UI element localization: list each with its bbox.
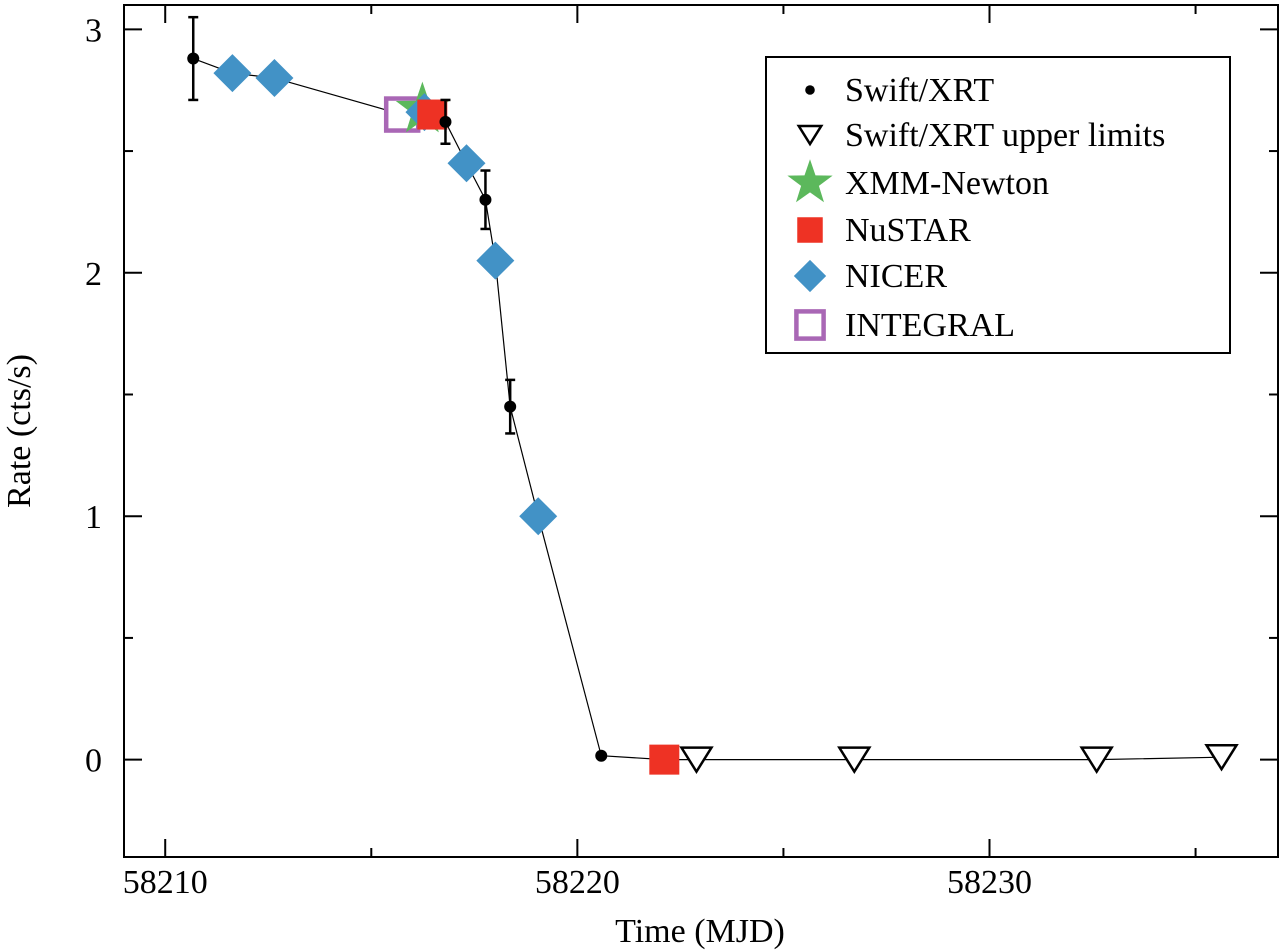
legend-box: [765, 56, 1231, 354]
legend-label-integral: INTEGRAL: [845, 307, 1015, 344]
y-axis-title: Rate (cts/s): [1, 354, 38, 508]
legend-marker-xmm-newton: [787, 159, 833, 203]
x-tick-label: 58220: [535, 864, 620, 901]
legend-label-swift-xrt-upper-limits: Swift/XRT upper limits: [845, 117, 1165, 154]
legend-marker-nustar: [797, 217, 823, 243]
nustar-point: [649, 744, 680, 775]
legend-marker-swift-xrt: [805, 85, 815, 95]
legend-label-swift-xrt: Swift/XRT: [845, 72, 994, 109]
swift-xrt-upper-limits-point: [1079, 746, 1114, 774]
swift-xrt-point: [439, 115, 452, 128]
nicer-point: [213, 54, 252, 93]
x-axis-title: Time (MJD): [615, 913, 785, 950]
legend-label-xmm-newton: XMM-Newton: [845, 165, 1049, 202]
swift-xrt-upper-limits-point: [1204, 743, 1239, 772]
x-tick-label: 58230: [947, 864, 1032, 901]
nicer-point: [255, 59, 294, 98]
y-tick-label: 0: [85, 743, 102, 780]
legend-label-nustar: NuSTAR: [845, 212, 971, 249]
y-tick-label: 2: [85, 256, 102, 293]
nicer-point: [447, 144, 486, 183]
legend-marker-nicer: [793, 259, 827, 293]
nicer-point: [476, 241, 515, 280]
swift-xrt-point: [595, 749, 608, 762]
legend-label-nicer: NICER: [845, 258, 947, 295]
legend: Swift/XRT Swift/XRT upper limits XMM-Newto…: [765, 56, 1231, 354]
swift-xrt-upper-limits-point: [837, 746, 872, 774]
plot-frame: [123, 4, 1279, 858]
x-tick-label: 58210: [123, 864, 208, 901]
legend-marker-swift-xrt-upper-limits: [796, 124, 824, 147]
swift-xrt-point: [479, 193, 492, 206]
y-tick-label: 3: [85, 12, 102, 49]
nicer-point: [519, 497, 558, 536]
swift-xrt-point: [187, 52, 200, 65]
swift-xrt-point: [504, 400, 517, 413]
data-marks-layer: [187, 15, 1239, 775]
swift-xrt-upper-limits-point: [679, 746, 714, 774]
axes-layer: 58210 58220 58230 0 1 2 3: [85, 5, 1278, 901]
y-tick-label: 1: [85, 499, 102, 536]
legend-marker-integral: [794, 309, 826, 341]
